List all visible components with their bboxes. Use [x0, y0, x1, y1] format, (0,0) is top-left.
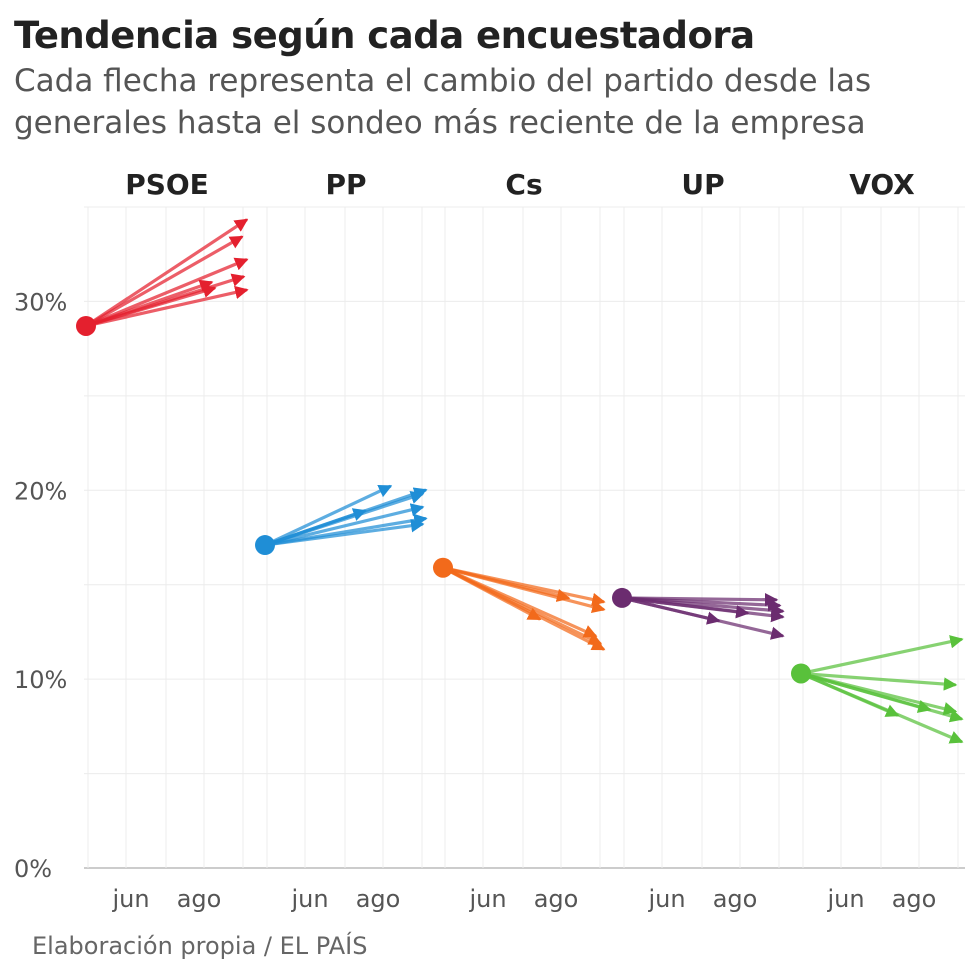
y-tick-label: 10% — [14, 666, 67, 694]
x-tick-label: jun — [111, 885, 149, 913]
chart-title: Tendencia según cada encuestadora — [14, 14, 755, 57]
x-tick-label: ago — [534, 885, 579, 913]
panel-title-cs: Cs — [505, 168, 542, 201]
trend-arrow-vox — [799, 635, 964, 676]
trend-arrow-pp — [263, 508, 367, 547]
panel-title-pp: PP — [325, 168, 366, 201]
trend-arrow-vox — [799, 671, 958, 691]
y-tick-label: 0% — [14, 855, 52, 883]
trend-arrow-psoe — [84, 235, 244, 328]
trend-arrow-pp — [263, 484, 393, 547]
trend-arrow-psoe — [84, 218, 249, 328]
trend-arrow-cs — [441, 566, 542, 621]
source-credit: Elaboración propia / EL PAÍS — [32, 932, 368, 960]
trend-arrow-pp — [263, 519, 425, 547]
trend-arrow-vox — [799, 671, 932, 713]
panel-title-vox: VOX — [849, 168, 915, 201]
x-tick-label: ago — [713, 885, 758, 913]
y-tick-label: 30% — [14, 288, 67, 316]
trend-arrow-up — [620, 596, 750, 619]
y-tick-label: 20% — [14, 477, 67, 505]
start-point-psoe — [76, 315, 96, 336]
chart-subtitle: Cada flecha representa el cambio del par… — [14, 63, 872, 141]
trend-arrow-up — [620, 596, 721, 625]
x-tick-label: ago — [356, 885, 401, 913]
trend-arrow-vox — [799, 671, 900, 717]
trend-arrow-psoe — [84, 285, 249, 328]
panel-title-up: UP — [681, 168, 724, 201]
trend-arrow-cs — [441, 566, 571, 602]
start-point-cs — [433, 557, 453, 578]
x-tick-label: jun — [290, 885, 328, 913]
start-point-up — [612, 587, 632, 608]
x-tick-label: ago — [177, 885, 222, 913]
x-tick-label: ago — [892, 885, 937, 913]
panel-title-psoe: PSOE — [125, 168, 209, 201]
trend-arrow-psoe — [84, 257, 249, 328]
x-tick-label: jun — [826, 885, 864, 913]
start-point-vox — [791, 663, 811, 684]
start-point-pp — [255, 535, 275, 556]
x-tick-label: jun — [468, 885, 506, 913]
trend-arrow-psoe — [84, 284, 217, 328]
x-tick-label: jun — [647, 885, 685, 913]
trend-arrow-pp — [263, 503, 425, 547]
